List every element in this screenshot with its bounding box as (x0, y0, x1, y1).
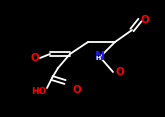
Text: N: N (95, 51, 105, 64)
Text: O: O (141, 15, 149, 25)
Text: H: H (95, 55, 101, 60)
Text: HO: HO (31, 86, 47, 95)
Text: O: O (116, 67, 124, 77)
Text: O: O (73, 85, 81, 95)
Text: O: O (31, 53, 39, 63)
